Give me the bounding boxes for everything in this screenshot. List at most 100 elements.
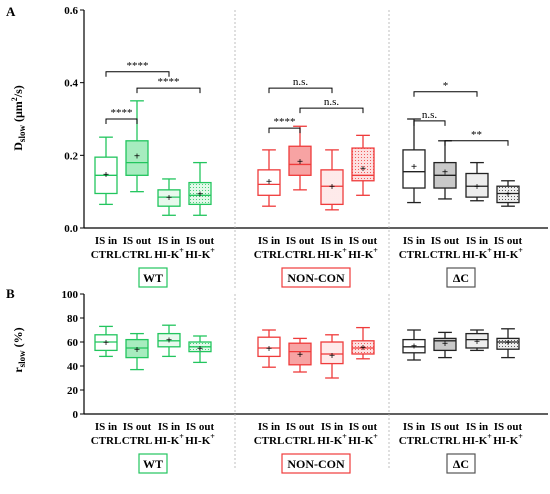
- box-iqr: [465, 332, 489, 349]
- x-tick-label-line1: IS in: [403, 235, 425, 247]
- mean-marker: +: [505, 337, 511, 349]
- box-non-con-3: +: [320, 149, 344, 211]
- bracket-line: [413, 120, 446, 126]
- x-tick-label-line2: CTRL: [430, 435, 461, 447]
- box-wt-1: +: [94, 136, 118, 206]
- x-tick-label-line2: HI-K+: [154, 432, 184, 447]
- box-iqr: [351, 147, 375, 182]
- box-c-3: +: [465, 161, 489, 202]
- x-tick-label-line1: IS in: [466, 235, 488, 247]
- significance-bracket: ****: [105, 107, 138, 124]
- box-wt-2: +: [125, 100, 149, 193]
- mean-marker: +: [103, 169, 109, 181]
- mean-marker: +: [442, 338, 448, 350]
- mean-marker: +: [166, 192, 172, 204]
- bracket-line: [268, 127, 301, 134]
- box-wt-2: +: [125, 332, 149, 371]
- box-c-4: +: [496, 180, 520, 207]
- significance-label: *: [443, 80, 449, 92]
- box-c-1: +: [402, 329, 426, 361]
- significance-label: ****: [111, 107, 133, 119]
- mean-marker: +: [505, 188, 511, 200]
- x-tick-label-line1: IS in: [95, 235, 117, 247]
- y-tick-label: 0.4: [64, 78, 78, 90]
- x-tick-label-line1: IS in: [321, 421, 343, 433]
- mean-marker: +: [134, 150, 140, 162]
- x-tick-label-line2: HI-K+: [317, 246, 347, 261]
- group-label-c: ΔC: [453, 457, 469, 471]
- box-iqr: [257, 169, 281, 196]
- box-wt-4: +: [188, 161, 212, 216]
- panel-letter-b: B: [6, 286, 15, 301]
- mean-marker: +: [197, 343, 203, 355]
- significance-bracket: ****: [136, 76, 201, 94]
- y-tick-label: 80: [67, 313, 79, 325]
- x-tick-label-line2: CTRL: [399, 435, 430, 447]
- x-tick-label-line1: IS out: [349, 235, 378, 247]
- mean-marker: +: [360, 342, 366, 354]
- significance-bracket: n.s.: [268, 76, 333, 94]
- y-tick-label: 60: [67, 337, 79, 349]
- box-non-con-4: +: [351, 326, 375, 360]
- box-iqr: [188, 181, 212, 206]
- bracket-line: [413, 91, 478, 97]
- box-iqr: [496, 185, 520, 204]
- x-tick-label-line1: IS in: [321, 235, 343, 247]
- panel-letter-a: A: [6, 4, 16, 19]
- x-tick-label-line1: IS in: [158, 235, 180, 247]
- significance-label: ****: [274, 116, 296, 128]
- box-iqr: [257, 336, 281, 358]
- mean-marker: +: [197, 188, 203, 200]
- y-tick-label: 0.2: [64, 150, 78, 162]
- box-c-4: +: [496, 328, 520, 359]
- x-tick-label-line2: HI-K+: [348, 432, 378, 447]
- x-tick-label-line2: CTRL: [91, 435, 122, 447]
- x-tick-label-line1: IS in: [158, 421, 180, 433]
- box-c-2: +: [433, 331, 457, 359]
- box-non-con-3: +: [320, 334, 344, 379]
- significance-bracket: ****: [105, 60, 170, 77]
- significance-label: n.s.: [293, 76, 309, 88]
- bracket-line: [105, 118, 138, 124]
- group-box-c: [446, 267, 476, 288]
- box-non-con-2: +: [288, 337, 312, 373]
- significance-label: **: [471, 129, 482, 141]
- mean-marker: +: [442, 167, 448, 179]
- mean-marker: +: [266, 176, 272, 188]
- significance-bracket: n.s.: [413, 109, 446, 126]
- group-box-non-con: [281, 267, 351, 288]
- bracket-line: [136, 87, 201, 94]
- box-iqr: [320, 341, 344, 365]
- x-tick-label-line1: IS out: [494, 421, 523, 433]
- x-tick-label-line2: CTRL: [91, 249, 122, 261]
- bracket-line: [105, 71, 170, 77]
- x-tick-label-line2: CTRL: [285, 249, 316, 261]
- y-tick-label: 40: [67, 361, 79, 373]
- box-non-con-1: +: [257, 329, 281, 368]
- box-non-con-1: +: [257, 149, 281, 207]
- x-tick-label-line2: CTRL: [430, 249, 461, 261]
- x-tick-label-line1: IS in: [95, 421, 117, 433]
- x-tick-label-line2: CTRL: [254, 249, 285, 261]
- y-tick-label: 100: [62, 289, 79, 301]
- box-wt-3: +: [157, 324, 181, 358]
- x-tick-label-line2: HI-K+: [493, 432, 523, 447]
- x-tick-label-line1: IS in: [258, 235, 280, 247]
- box-iqr: [320, 169, 344, 206]
- x-tick-label-line2: CTRL: [122, 249, 153, 261]
- svg-text:Dslow (μm2/s): Dslow (μm2/s): [10, 85, 27, 150]
- panel-b-plot: + + + + + + + + + + + +: [94, 324, 520, 379]
- group-label-non-con: NON-CON: [287, 271, 345, 285]
- x-tick-label-line2: CTRL: [399, 249, 430, 261]
- x-tick-label-line2: HI-K+: [154, 246, 184, 261]
- mean-marker: +: [474, 181, 480, 193]
- significance-label: n.s.: [324, 96, 340, 108]
- group-box-c: [446, 453, 476, 474]
- box-iqr: [402, 149, 426, 189]
- box-wt-4: +: [188, 335, 212, 364]
- box-wt-3: +: [157, 178, 181, 216]
- box-iqr: [157, 189, 181, 207]
- x-tick-label-line1: IS in: [466, 421, 488, 433]
- mean-marker: +: [166, 335, 172, 347]
- significance-label: ****: [158, 76, 180, 88]
